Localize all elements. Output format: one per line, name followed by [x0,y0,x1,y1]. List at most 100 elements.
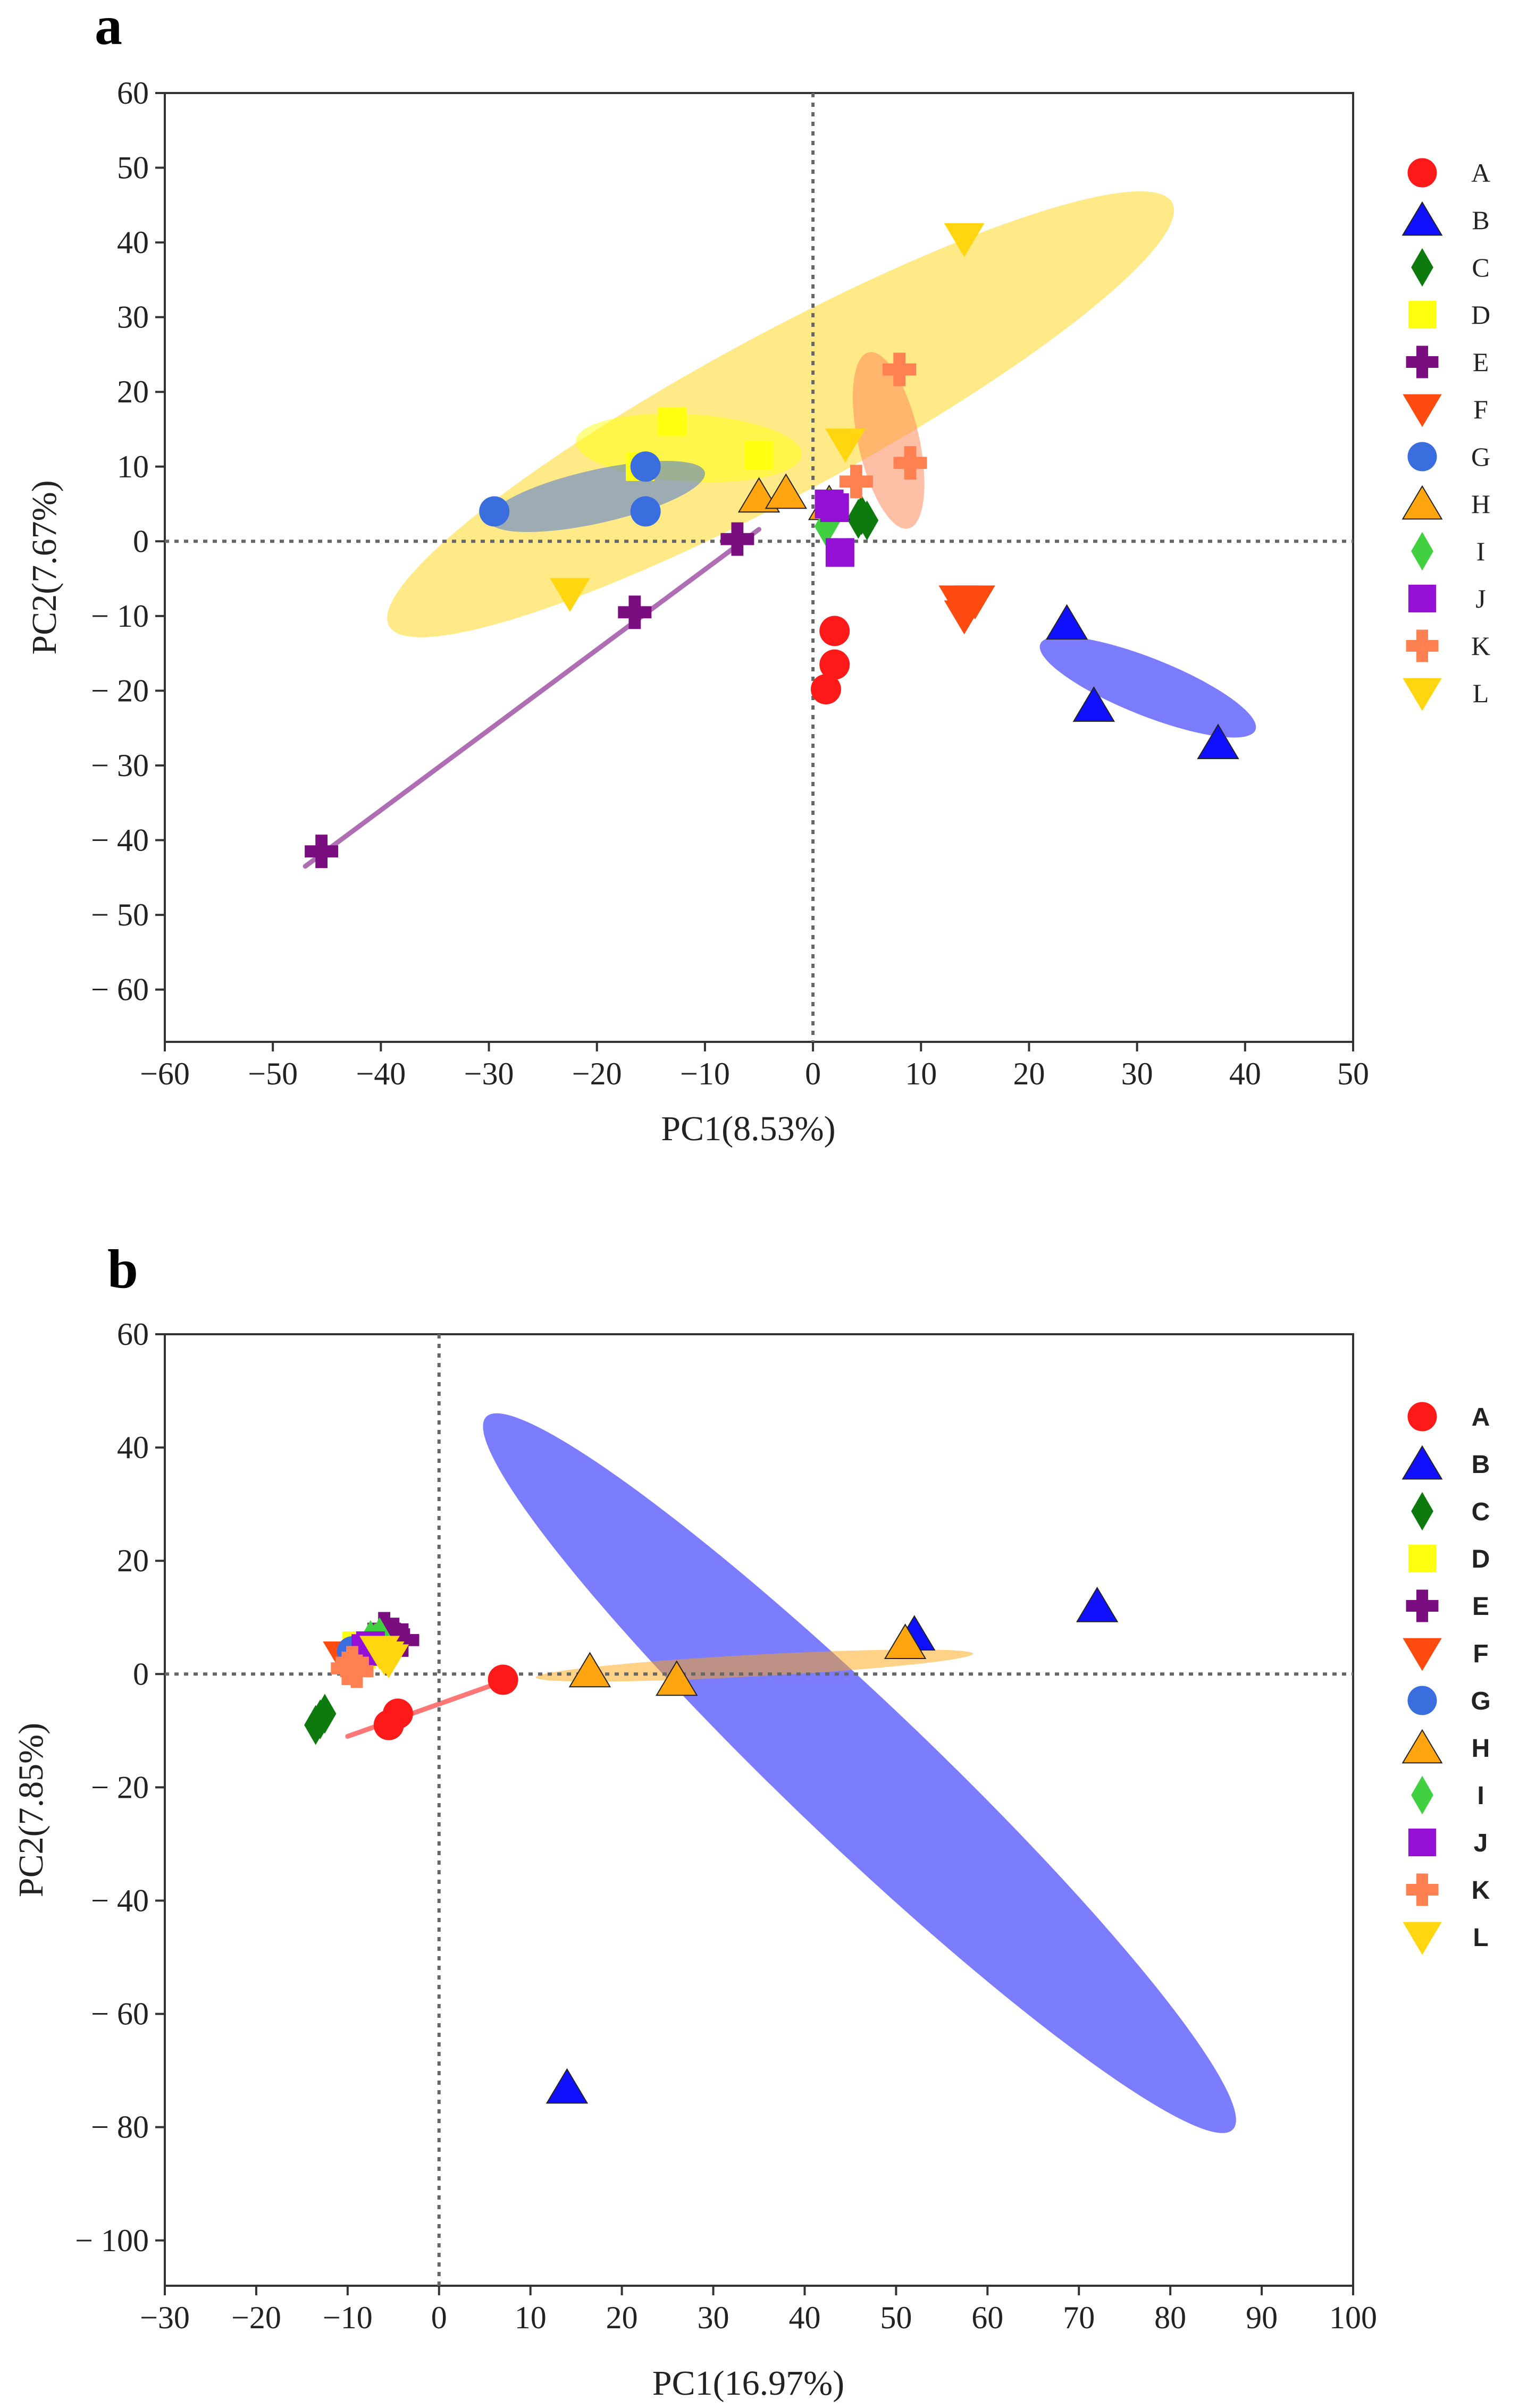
y-tick-label: − 20 [91,673,149,708]
point-H-1 [568,1652,611,1688]
panel-a-ellipses [387,191,1256,738]
legend-label-K: K [1472,1876,1490,1905]
x-tick-label: 0 [431,2300,447,2335]
x-tick-label: 50 [1337,1056,1369,1091]
point-K-3 [839,465,873,499]
ellipse-B [483,1413,1236,2133]
legend-label-G: G [1471,442,1490,472]
x-tick-label: 0 [805,1056,821,1091]
panel-a-y-ticks: 60 50 40 30 20 10 0 − 10 − 20 − 30 − 40 − 50 − 60 [91,75,165,1007]
x-tick-label: 40 [788,2300,820,2335]
point-G-2 [479,496,510,527]
point-E-1 [720,522,754,556]
legend-label-G: G [1471,1687,1490,1715]
legend-marker-J [1408,1828,1437,1857]
legend-label-B: B [1472,1451,1490,1479]
x-tick-label: −30 [140,2300,190,2335]
y-tick-label: − 10 [91,599,149,634]
panel-b-letter: b [107,1239,138,1300]
y-tick-label: 40 [117,1430,149,1465]
y-tick-label: 30 [117,300,149,335]
legend-label-D: D [1472,1545,1490,1573]
panel-a-x-ticks: −60 −50 −40 −30 −20 −10 0 10 20 30 40 50 [140,1042,1369,1091]
x-tick-label: 90 [1246,2300,1278,2335]
legend-label-L: L [1473,678,1489,708]
y-tick-label: − 40 [91,1883,149,1918]
legend-marker-B [1401,201,1443,236]
x-tick-label: 70 [1063,2300,1095,2335]
x-tick-label: 10 [905,1056,937,1091]
legend-marker-A [1407,1402,1437,1432]
x-tick-label: 20 [606,2300,638,2335]
legend-label-H: H [1471,489,1490,519]
point-D-2 [744,441,774,470]
legend-marker-J [1408,584,1437,613]
y-tick-label: 20 [117,374,149,409]
point-E-2 [618,595,652,629]
point-K-1 [883,352,917,386]
legend-marker-D [1408,300,1437,329]
x-tick-label: −40 [356,1056,406,1091]
panel-a-letter: a [95,0,122,56]
legend-marker-C [1411,248,1433,287]
x-tick-label: −10 [323,2300,373,2335]
point-L-3 [359,1636,400,1670]
point-H-3 [884,1623,927,1660]
panel-a-points [305,223,1239,869]
x-tick-label: −20 [231,2300,281,2335]
legend-label-L: L [1473,1924,1488,1952]
point-D-1 [658,407,687,436]
panel-b-reference-lines [165,1334,1353,2286]
point-G-3 [630,496,661,527]
legend-label-J: J [1475,584,1486,613]
y-tick-label: − 60 [91,972,149,1007]
legend-label-C: C [1472,252,1489,282]
legend-label-K: K [1471,631,1490,661]
legend-marker-B [1401,1445,1443,1480]
point-B-3 [546,2068,589,2104]
y-tick-label: − 60 [91,1997,149,2032]
x-tick-label: −30 [464,1056,514,1091]
legend-label-F: F [1473,394,1488,424]
legend-marker-D [1408,1544,1437,1573]
legend-label-I: I [1476,536,1486,566]
legend-marker-E [1406,1589,1439,1622]
x-tick-label: 50 [880,2300,912,2335]
point-G-1 [630,451,661,482]
legend-marker-L [1403,678,1442,711]
y-tick-label: 60 [117,75,149,111]
y-tick-label: 60 [117,1317,149,1352]
y-tick-label: 50 [117,150,149,186]
x-tick-label: 30 [698,2300,729,2335]
y-tick-label: − 20 [91,1770,149,1805]
point-B-1 [1045,604,1088,640]
panel-a-x-axis-label: PC1(8.53%) [661,1109,835,1148]
legend-label-A: A [1471,158,1490,188]
y-tick-label: 10 [117,449,149,484]
panel-b-lines [345,1677,510,1739]
legend-label-D: D [1471,300,1490,330]
x-tick-label: −60 [140,1056,190,1091]
legend-marker-E [1406,346,1439,378]
y-tick-label: − 80 [91,2110,149,2145]
x-tick-label: 40 [1229,1056,1261,1091]
y-tick-label: 20 [117,1543,149,1578]
panel-a-plot-frame [164,92,1354,1043]
panel-b-ellipses [483,1413,1236,2133]
point-L-2 [825,428,866,463]
y-tick-label: 0 [133,1656,149,1691]
point-L-1 [944,223,985,257]
pca-panel-a: a −60 −50 −40 −30 −20 −10 0 10 20 30 40 50 60 50 40 30… [25,0,1490,1148]
legend-label-I: I [1477,1782,1484,1810]
legend-label-B: B [1472,205,1489,235]
point-H-2 [765,473,808,509]
y-tick-label: 0 [133,524,149,559]
legend-marker-L [1403,1922,1442,1955]
x-tick-label: −20 [572,1056,622,1091]
point-C-3 [846,499,870,539]
point-A-2 [819,649,850,680]
x-tick-label: 30 [1121,1056,1153,1091]
point-J-3 [820,493,849,523]
